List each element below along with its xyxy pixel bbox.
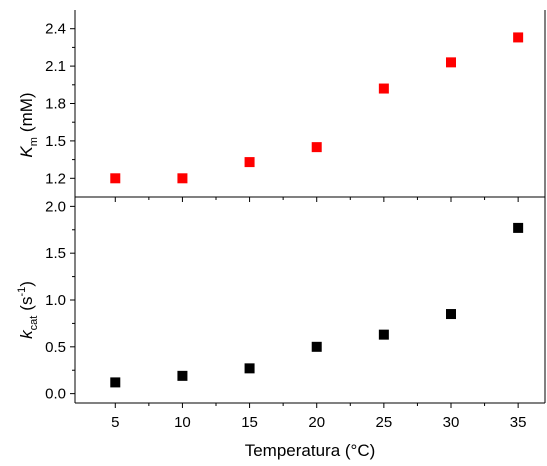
kcat-x-tick-label: 10 [174,414,191,431]
kcat-x-ticks: 5 10 15 20 25 30 35 [111,403,526,431]
kcat-subscript: cat [28,316,40,331]
kcat-y-tick-label: 0.5 [45,339,66,356]
km-symbol: K [17,146,36,158]
km-data-point [446,57,456,68]
kcat-symbol: k [17,329,36,339]
kcat-x-tick-label: 15 [241,414,258,431]
kcat-panel: 0.00.51.01.52.0 5 10 15 20 25 30 35 kcat(s-1) … [16,196,546,460]
km-y-ticks: 1.2 1.5 1.8 2.1 2.4 [45,21,75,187]
kcat-y-ticks: 0.0 0.5 1.0 1.5 2.0 [45,198,75,403]
kcat-unit-suffix: ) [17,281,36,287]
kcat-data-point [244,363,255,374]
km-data-point [177,173,188,184]
km-x-ticks [114,197,519,202]
km-y-tick-label: 1.2 [45,170,66,187]
kcat-data-point [513,222,524,233]
kcat-data-points [110,222,524,388]
kcat-data-point [311,341,322,352]
kcat-x-tick-label: 5 [111,414,119,431]
km-data-points [110,32,524,184]
km-data-point [311,142,322,153]
kcat-x-tick-label: 30 [443,414,460,431]
kcat-x-tick-label: 25 [376,414,393,431]
kcat-y-tick-label: 0.0 [45,386,66,403]
kcat-unit-prefix: (s [17,297,36,311]
kcat-data-point [110,377,121,388]
kcat-y-tick-label: 1.5 [45,245,66,262]
kcat-data-point [378,329,389,340]
kcat-unit-superscript: -1 [16,287,28,297]
km-y-tick-label: 1.8 [45,96,66,113]
kcat-data-point [177,370,188,381]
kcat-x-tick-label: 35 [510,414,527,431]
kcat-axis-title: kcat (s-1) [16,281,40,339]
km-data-point [513,32,524,43]
km-axis-title: Km (mM) [17,92,40,157]
x-axis-title: Temperatura (°C) [245,441,376,460]
kcat-y-tick-label: 1.0 [45,292,66,309]
km-data-point [378,83,389,94]
km-y-tick-label: 2.4 [45,21,66,38]
kcat-x-tick-label: 20 [308,414,325,431]
km-data-point [110,173,121,184]
km-panel: 1.2 1.5 1.8 2.1 2.4 Km (mM) [17,10,546,202]
km-unit: (mM) [17,92,36,132]
km-data-point [244,157,255,168]
km-y-tick-label: 1.5 [45,133,66,150]
km-y-tick-label: 2.1 [45,58,66,75]
km-subscript: m [28,137,40,146]
kcat-y-tick-label: 2.0 [45,198,66,215]
kcat-data-point [446,309,456,320]
